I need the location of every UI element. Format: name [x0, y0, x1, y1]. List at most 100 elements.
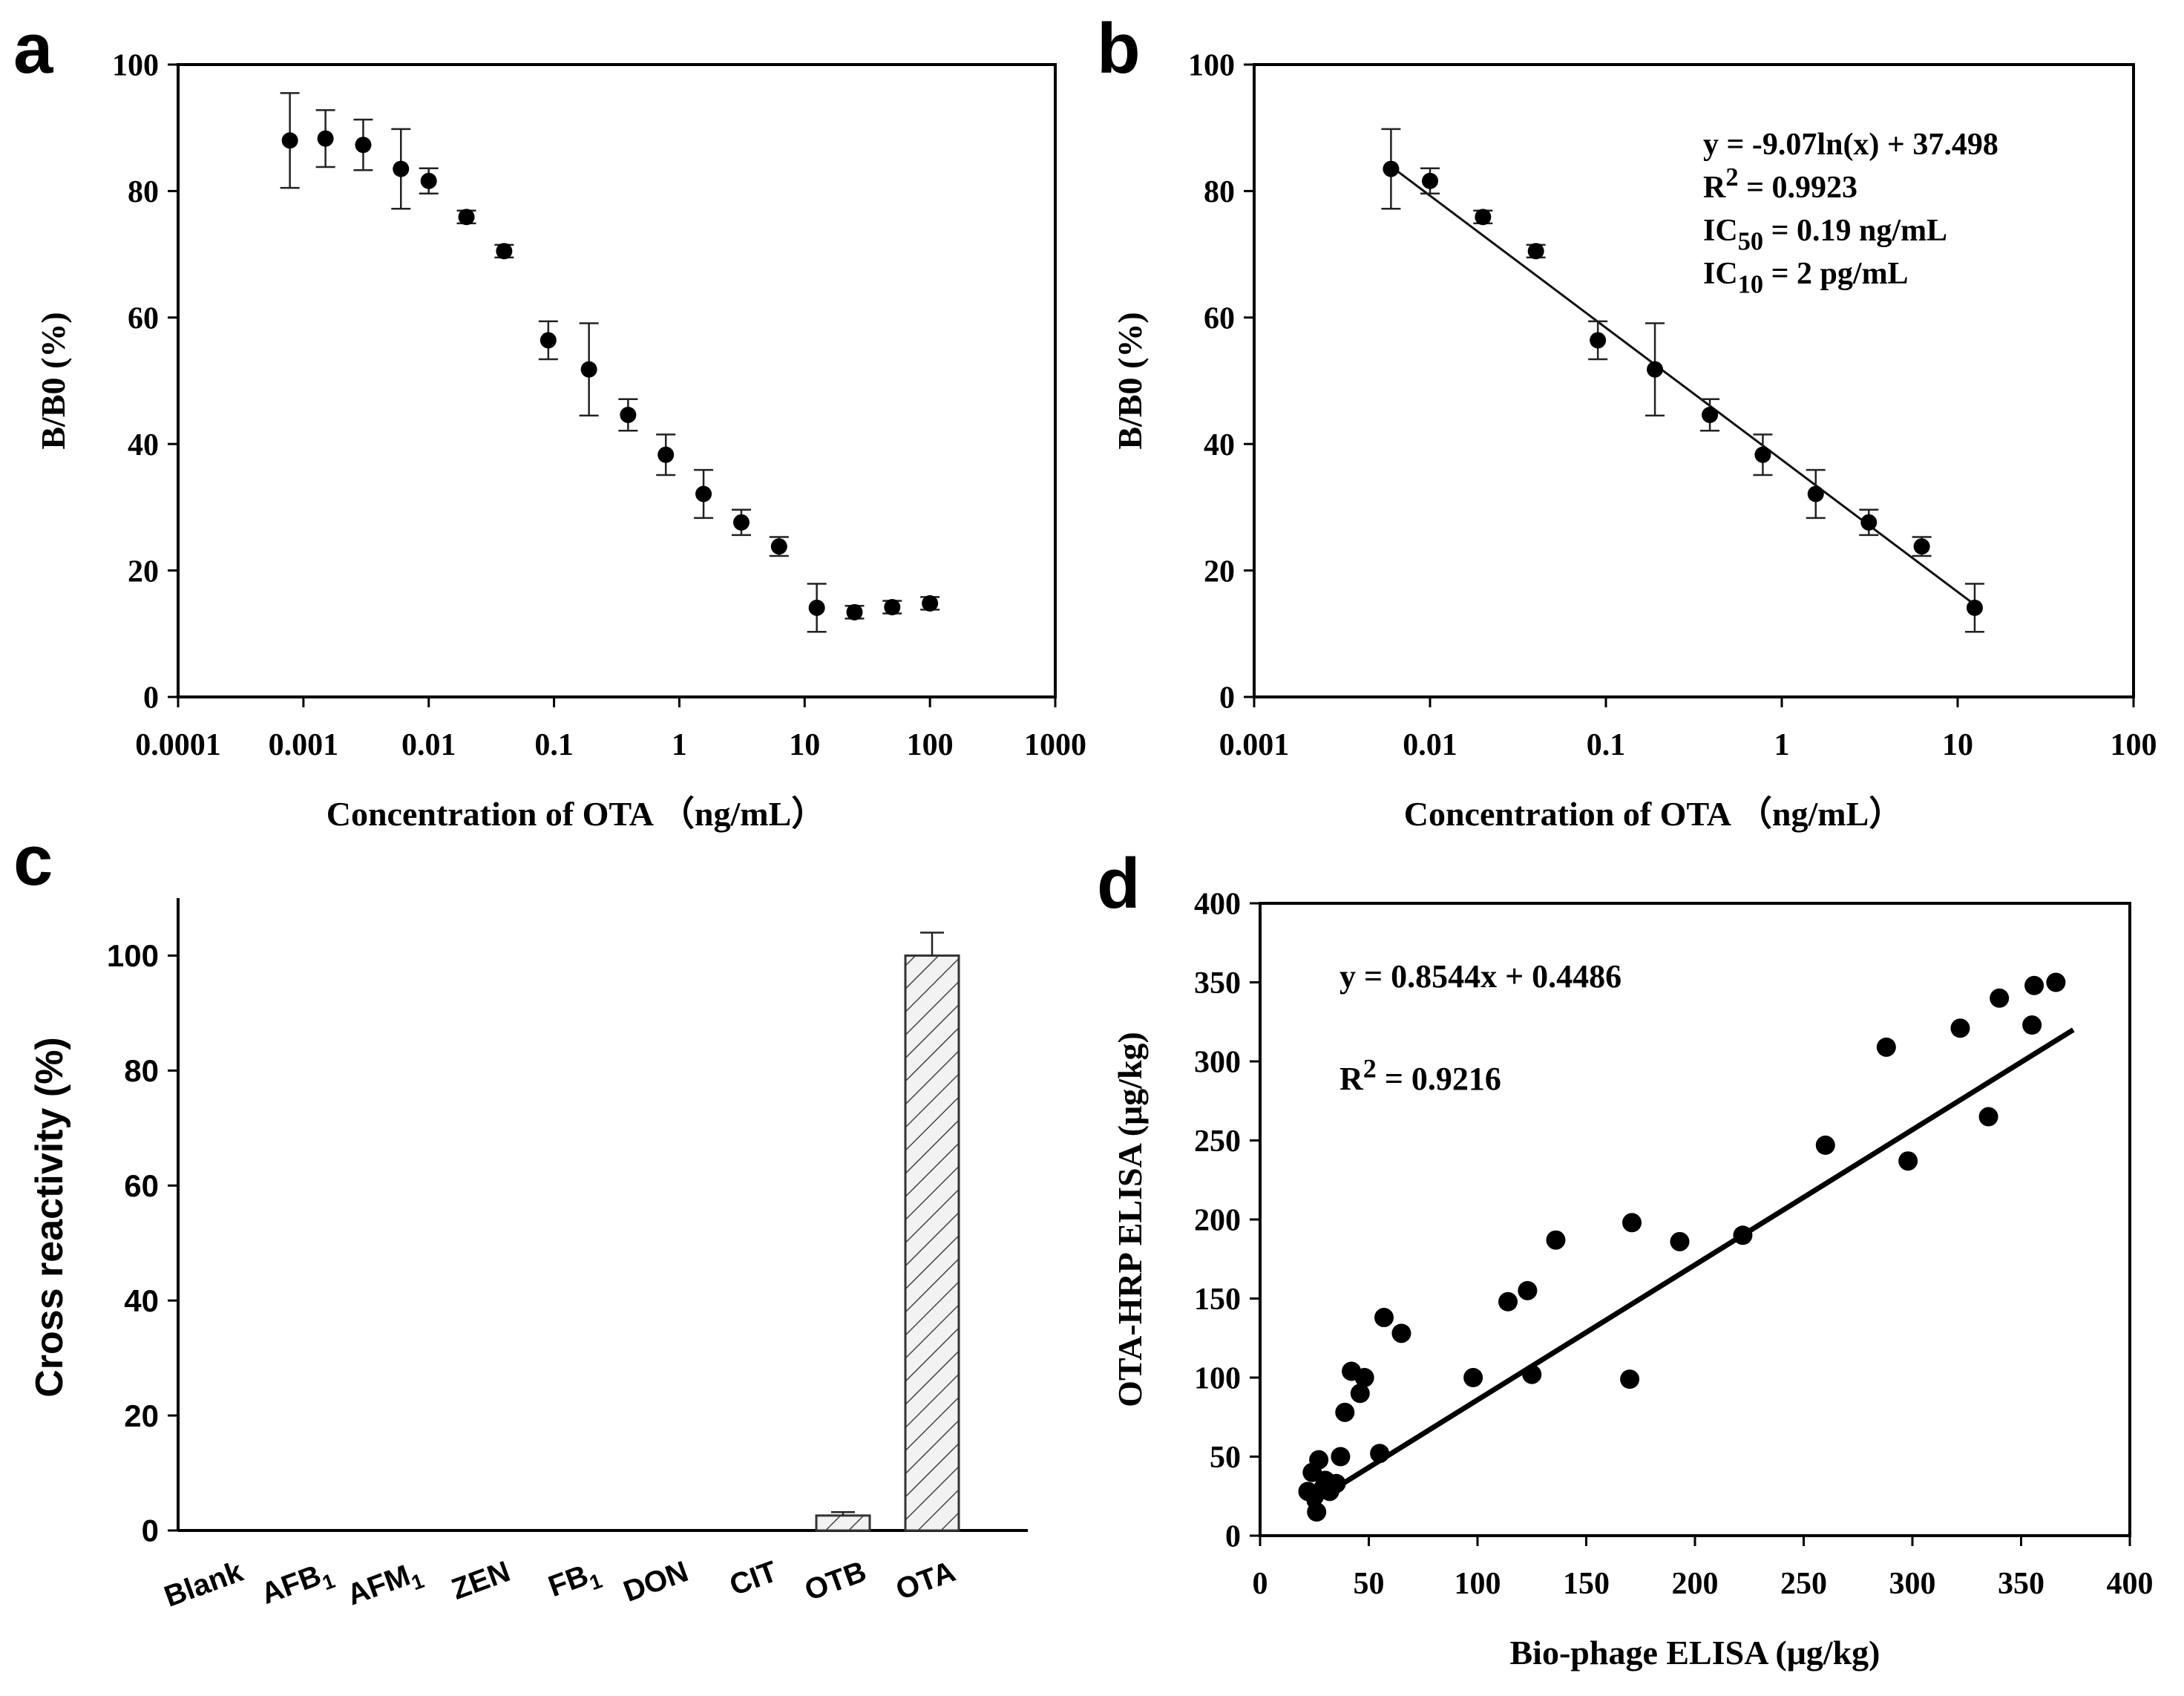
y-tick-label: 0 — [1219, 681, 1235, 716]
data-point — [580, 361, 597, 378]
data-point — [922, 595, 939, 612]
panel-a-plot-frame — [177, 63, 1057, 698]
data-point — [1374, 1308, 1394, 1328]
panel-a-y-axis-label: B/B0 (%) — [34, 312, 72, 449]
data-point — [1335, 1402, 1355, 1422]
data-point — [1966, 599, 1983, 616]
x-tick-label: 200 — [1672, 1567, 1719, 1601]
panel-d-y-axis-label: OTA-HRP ELISA (μg/kg) — [1111, 1032, 1149, 1407]
panel-a-x-axis-label: Concentration of OTA （ng/mL） — [327, 795, 826, 833]
data-point — [1518, 1280, 1538, 1300]
x-tick-label: 100 — [2111, 728, 2157, 762]
x-tick-label: 400 — [2107, 1567, 2154, 1601]
data-point — [1754, 446, 1771, 463]
data-point — [1391, 1323, 1411, 1343]
data-point — [1309, 1450, 1329, 1470]
x-tick-label: 0.001 — [269, 728, 339, 762]
x-tick-label: 0.0001 — [135, 728, 221, 762]
data-point — [1475, 209, 1492, 226]
data-point — [1815, 1135, 1835, 1155]
data-point — [1326, 1473, 1346, 1493]
data-point — [1590, 332, 1607, 349]
data-point — [1733, 1225, 1753, 1245]
data-point — [496, 243, 513, 260]
x-tick-label: 350 — [1998, 1567, 2044, 1601]
x-tick-label: 50 — [1354, 1567, 1385, 1601]
category-label: FB1 — [544, 1555, 605, 1608]
data-point — [1498, 1291, 1518, 1312]
y-tick-label: 20 — [128, 554, 159, 589]
data-point — [1331, 1447, 1351, 1467]
data-point — [2046, 972, 2066, 992]
y-tick-label: 100 — [107, 938, 159, 973]
fit-annotation: R2 = 0.9923 — [1703, 163, 1857, 205]
y-tick-label: 40 — [124, 1283, 159, 1318]
category-label: OTB — [801, 1555, 870, 1607]
data-point — [2024, 975, 2044, 995]
y-tick-label: 60 — [128, 302, 159, 336]
data-point — [420, 172, 437, 189]
fit-annotation: IC50 = 0.19 ng/mL — [1703, 214, 1947, 256]
panel-b-y-axis-label: B/B0 (%) — [1111, 312, 1149, 449]
y-tick-label: 200 — [1194, 1204, 1241, 1238]
category-label: Blank — [160, 1555, 248, 1614]
data-point — [620, 407, 637, 424]
x-tick-label: 0.001 — [1219, 728, 1290, 762]
x-tick-label: 250 — [1780, 1567, 1827, 1601]
data-point — [1913, 538, 1930, 555]
data-point — [2022, 1015, 2042, 1035]
panel-letter-b: b — [1097, 9, 1141, 88]
category-label: AFM1 — [343, 1555, 427, 1617]
x-tick-label: 0 — [1253, 1567, 1268, 1601]
y-tick-label: 100 — [112, 49, 159, 83]
data-point — [1546, 1230, 1566, 1250]
data-point — [884, 599, 901, 616]
data-point — [1622, 1213, 1642, 1233]
fit-annotation: IC10 = 2 pg/mL — [1703, 257, 1909, 299]
y-tick-label: 50 — [1210, 1441, 1241, 1475]
category-label: OTA — [891, 1555, 960, 1606]
data-point — [393, 160, 410, 177]
data-point — [1990, 988, 2010, 1008]
data-point — [281, 132, 298, 149]
y-tick-label: 350 — [1194, 966, 1241, 1001]
data-point — [732, 514, 750, 531]
x-tick-label: 10 — [789, 728, 820, 762]
data-point — [317, 130, 334, 147]
panel-c-chart: 0 20 40 60 80 100 Blank AFB1 AFM1 ZEN FB1 DON CIT OT… — [28, 898, 1028, 1617]
panel-letter-a: a — [13, 9, 53, 88]
data-point — [1647, 361, 1664, 378]
y-tick-label: 100 — [1194, 1362, 1241, 1396]
data-point — [1422, 172, 1438, 189]
data-point — [1527, 243, 1544, 260]
bar — [815, 1514, 871, 1532]
data-point — [540, 332, 557, 349]
data-point — [808, 599, 825, 616]
panel-letter-d: d — [1097, 844, 1141, 923]
x-tick-label: 0.1 — [534, 728, 574, 762]
bar — [904, 954, 960, 1532]
data-point — [1950, 1018, 1970, 1038]
data-point — [1620, 1369, 1640, 1389]
data-point — [458, 209, 475, 226]
data-point — [1978, 1107, 1998, 1127]
data-point — [1670, 1231, 1690, 1251]
y-tick-label: 60 — [1204, 302, 1235, 336]
data-point — [1354, 1368, 1374, 1387]
panel-b-fit-line — [1390, 165, 1975, 606]
data-point — [1876, 1037, 1896, 1057]
y-tick-label: 0 — [1225, 1520, 1241, 1554]
category-label: AFB1 — [257, 1555, 338, 1615]
data-point — [770, 538, 787, 555]
x-tick-label: 0.01 — [401, 728, 456, 762]
x-tick-label: 10 — [1942, 728, 1973, 762]
x-tick-label: 100 — [907, 728, 954, 762]
y-tick-label: 0 — [143, 681, 159, 716]
x-tick-label: 0.1 — [1587, 728, 1626, 762]
data-point — [1702, 407, 1719, 424]
fit-annotation: y = 0.8544x + 0.4486 — [1339, 958, 1621, 995]
panel-b-x-axis-label: Concentration of OTA （ng/mL） — [1404, 795, 1903, 833]
y-tick-label: 150 — [1194, 1283, 1241, 1317]
data-point — [1383, 160, 1400, 177]
